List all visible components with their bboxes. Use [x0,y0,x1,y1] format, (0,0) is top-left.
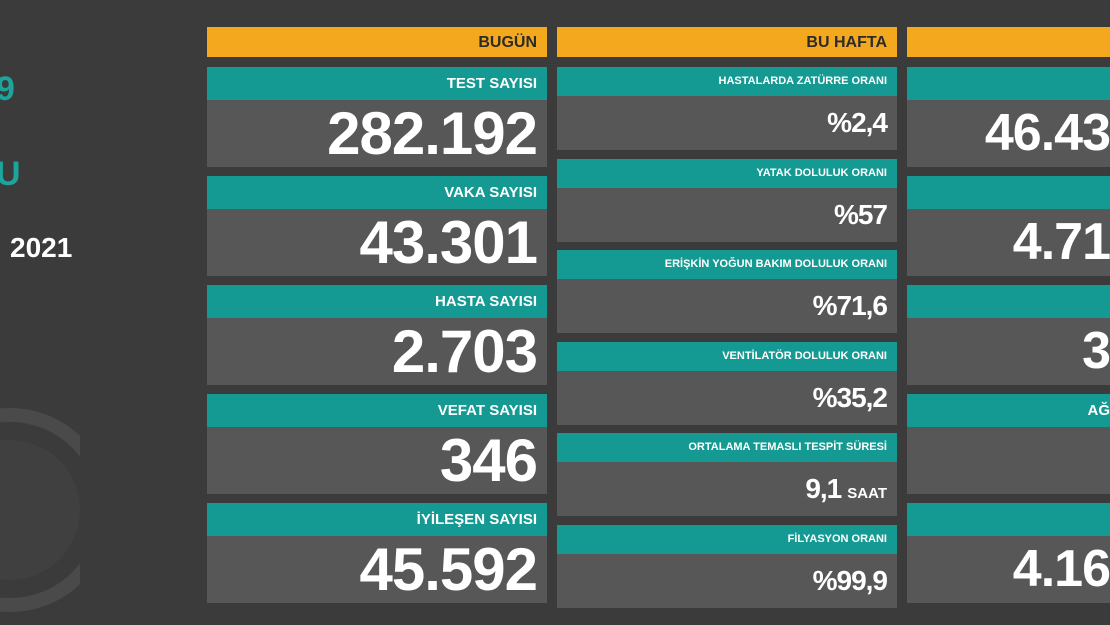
stat-value-box: %2,4 [557,96,897,150]
stat-value-box: 43.301 [207,209,547,276]
stat-label: İYİLEŞEN SAYISI [207,503,547,536]
stat-label: ORTALAMA TEMASLI TESPİT SÜRESİ [557,433,897,462]
stat-card: HASTA SAYISI 2.703 [207,285,547,385]
stat-label: HASTALARDA ZATÜRRE ORANI [557,67,897,96]
column: BU HAFTA HASTALARDA ZATÜRRE ORANI %2,4 YATA… [557,27,897,625]
stat-card: ORTALAMA TEMASLI TESPİT SÜRESİ 9,1 SAAT [557,433,897,516]
stat-value-box: 45.592 [207,536,547,603]
stat-card: 4.71 [907,176,1110,276]
stat-value: %35,2 [812,381,888,413]
left-fragment: U [0,155,21,193]
stat-value: 43.301 [359,209,538,276]
stat-card: VEFAT SAYISI 346 [207,394,547,494]
stat-value: 282.192 [327,100,538,167]
stat-label: FİLYASYON ORANI [557,524,897,554]
stat-label [907,285,1110,318]
stat-label: HASTA SAYISI [207,285,547,318]
stat-label: TEST SAYISI [207,67,547,100]
stat-value: 346 [439,427,538,494]
stat-card: ERİŞKİN YOĞUN BAKIM DOLULUK ORANI %71,6 [557,250,897,333]
stat-value: 45.592 [359,536,538,603]
left-fragment: 9 [0,70,15,108]
stat-value: 9,1 [805,473,842,504]
left-fragment: 2021 [10,232,73,263]
emblem-core [0,440,80,580]
stat-value-box: 9,1 SAAT [557,462,897,516]
stat-unit: SAAT [847,485,887,502]
stat-value: %57 [833,198,888,230]
column: 46.43 4.71 3 AĞ 4.16 [907,27,1110,625]
stat-card: VENTİLATÖR DOLULUK ORANI %35,2 [557,341,897,425]
column-header [907,27,1110,57]
emblem [0,408,80,612]
stat-card: İYİLEŞEN SAYISI 45.592 [207,503,547,603]
stat-value: %2,4 [827,107,888,138]
stat-label [907,176,1110,209]
stat-card: YATAK DOLULUK ORANI %57 [557,158,897,242]
stat-label [907,67,1110,100]
stat-value: 46.43 [984,104,1110,162]
stat-value-box: 46.43 [907,100,1110,167]
stat-value: %99,9 [812,564,888,596]
stat-value-box: %35,2 [557,370,897,425]
stat-label: ERİŞKİN YOĞUN BAKIM DOLULUK ORANI [557,250,897,279]
stat-label: VAKA SAYISI [207,176,547,209]
stat-value-box: 346 [207,427,547,494]
stat-label: AĞ [907,394,1110,427]
stat-label [907,503,1110,536]
stat-value-box: 2.703 [207,318,547,385]
stat-card: AĞ [907,394,1110,494]
stat-card: FİLYASYON ORANI %99,9 [557,524,897,608]
stat-value-box: 4.16 [907,536,1110,603]
stat-value-box: %57 [557,187,897,242]
stat-card: 46.43 [907,67,1110,167]
stat-value: 4.71 [1012,213,1110,271]
column-header: BUGÜN [207,27,547,57]
stat-card: TEST SAYISI 282.192 [207,67,547,167]
stat-card: VAKA SAYISI 43.301 [207,176,547,276]
stat-value-box: 3 [907,318,1110,385]
stat-value: 4.16 [1012,540,1110,598]
stat-label: VENTİLATÖR DOLULUK ORANI [557,341,897,371]
stat-card: 3 [907,285,1110,385]
stat-value: %71,6 [812,290,888,321]
stat-value-box: %99,9 [557,553,897,608]
stat-label: YATAK DOLULUK ORANI [557,158,897,188]
emblem-ring [0,408,80,612]
stat-value: 2.703 [391,318,538,385]
column-header: BU HAFTA [557,27,897,57]
stat-card: HASTALARDA ZATÜRRE ORANI %2,4 [557,67,897,150]
stat-value-box: 282.192 [207,100,547,167]
stat-label: VEFAT SAYISI [207,394,547,427]
stat-value-box: 4.71 [907,209,1110,276]
column: BUGÜN TEST SAYISI 282.192 VAKA SAYISI 43.301… [207,27,547,625]
stat-value-box: %71,6 [557,279,897,333]
stat-value-box [907,427,1110,494]
stat-card: 4.16 [907,503,1110,603]
stat-value: 3 [1082,322,1110,380]
